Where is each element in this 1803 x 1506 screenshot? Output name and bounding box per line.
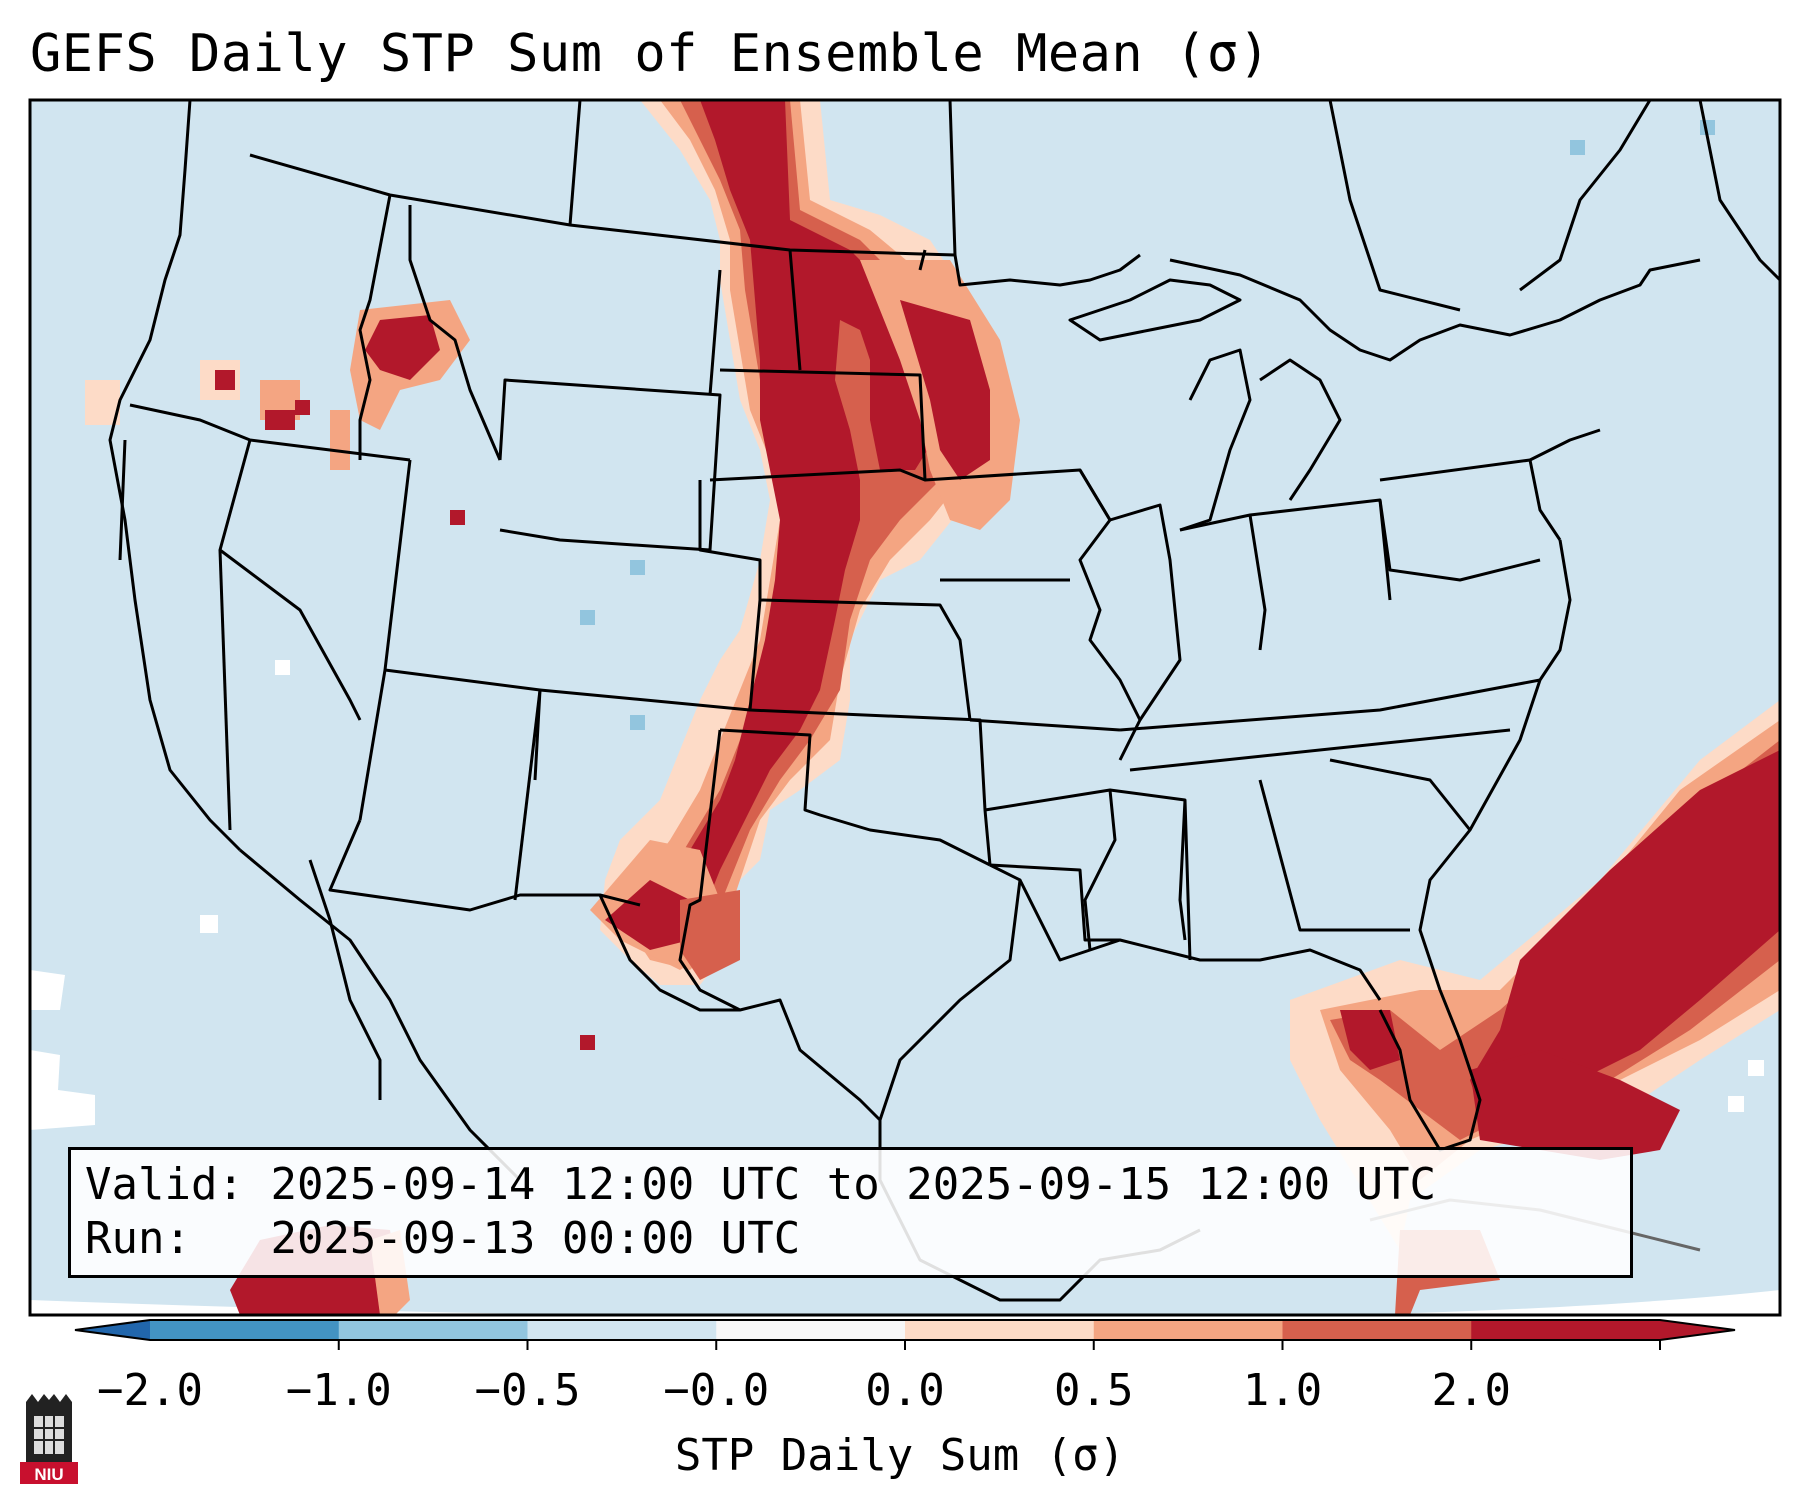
niu-logo: NIU bbox=[20, 1394, 78, 1484]
colorbar-under-arrow bbox=[75, 1320, 150, 1340]
colorbar-tick-label: 2.0 bbox=[1431, 1365, 1511, 1416]
colorbar-bin bbox=[527, 1320, 717, 1340]
colorbar-bin bbox=[716, 1320, 906, 1340]
colorbar-bin bbox=[1471, 1320, 1661, 1340]
colorbar-tick-label: 1.0 bbox=[1242, 1365, 1323, 1416]
map-frame bbox=[28, 98, 1782, 1317]
valid-label: Valid: bbox=[85, 1159, 244, 1210]
colorbar bbox=[74, 1319, 1736, 1350]
colorbar-over-arrow bbox=[1660, 1320, 1735, 1340]
colorbar-bin bbox=[1282, 1320, 1472, 1340]
colorbar-bin bbox=[338, 1320, 528, 1340]
run-value: 2025-09-13 00:00 UTC bbox=[270, 1213, 801, 1264]
colorbar-bin bbox=[905, 1320, 1095, 1340]
colorbar-tick-label: 0.0 bbox=[865, 1365, 945, 1416]
state-borders bbox=[108, 100, 1780, 1302]
valid-value: 2025-09-14 12:00 UTC to 2025-09-15 12:00… bbox=[270, 1159, 1437, 1210]
colorbar-tick-label: −1.0 bbox=[285, 1365, 392, 1416]
logo-text: NIU bbox=[34, 1465, 63, 1484]
colorbar-bin bbox=[1093, 1320, 1283, 1340]
colorbar-tick-label: −0.5 bbox=[474, 1365, 581, 1416]
run-label: Run: bbox=[85, 1213, 191, 1264]
colorbar-outline bbox=[74, 1319, 1736, 1341]
colorbar-tick-label: −0.0 bbox=[663, 1365, 770, 1416]
colorbar-tick-label: −2.0 bbox=[97, 1365, 203, 1416]
colorbar-bin bbox=[150, 1320, 340, 1340]
info-box: Valid: 2025-09-14 12:00 UTC to 2025-09-1… bbox=[68, 1147, 1633, 1278]
page-title: GEFS Daily STP Sum of Ensemble Mean (σ) bbox=[30, 24, 1271, 84]
colorbar-tick-label: 0.5 bbox=[1054, 1365, 1134, 1416]
colorbar-title: STP Daily Sum (σ) bbox=[674, 1430, 1126, 1481]
